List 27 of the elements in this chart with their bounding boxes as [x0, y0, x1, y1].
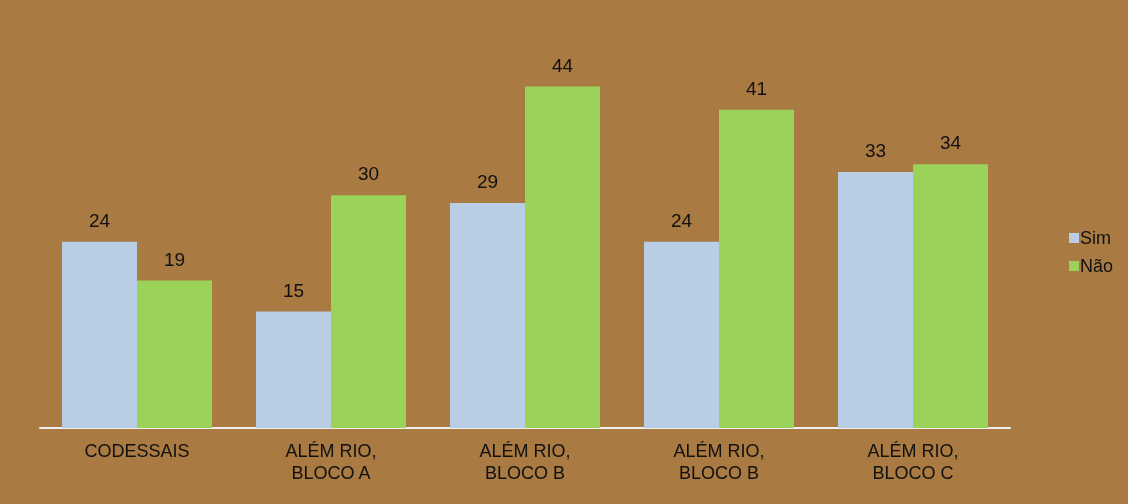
x-tick-label: ALÉM RIO, BLOCO B — [673, 441, 765, 483]
bar — [525, 86, 600, 428]
x-tick-label: ALÉM RIO, BLOCO C — [867, 441, 959, 483]
legend-label: Sim — [1079, 228, 1111, 248]
bar — [913, 164, 988, 428]
data-label: 34 — [939, 132, 962, 154]
x-tick-label: CODESSAIS — [84, 441, 190, 461]
bar — [838, 171, 913, 428]
x-tick-label: ALÉM RIO, BLOCO A — [285, 441, 377, 483]
bar — [62, 241, 137, 428]
data-label: 44 — [551, 54, 574, 76]
bar — [331, 195, 406, 428]
x-tick-label: ALÉM RIO, BLOCO B — [479, 441, 571, 483]
data-label: 30 — [357, 163, 380, 185]
legend-label: Não — [1079, 256, 1114, 276]
bar — [719, 109, 794, 428]
data-label: 29 — [476, 170, 499, 192]
data-label: 41 — [745, 77, 768, 99]
bar — [137, 280, 212, 428]
data-label: 15 — [282, 279, 305, 301]
data-label: 19 — [163, 248, 186, 270]
bar — [644, 241, 719, 428]
data-label: 33 — [864, 139, 887, 161]
bar — [256, 311, 331, 428]
bar — [450, 202, 525, 428]
data-label: 24 — [670, 209, 693, 231]
data-label: 24 — [88, 209, 111, 231]
